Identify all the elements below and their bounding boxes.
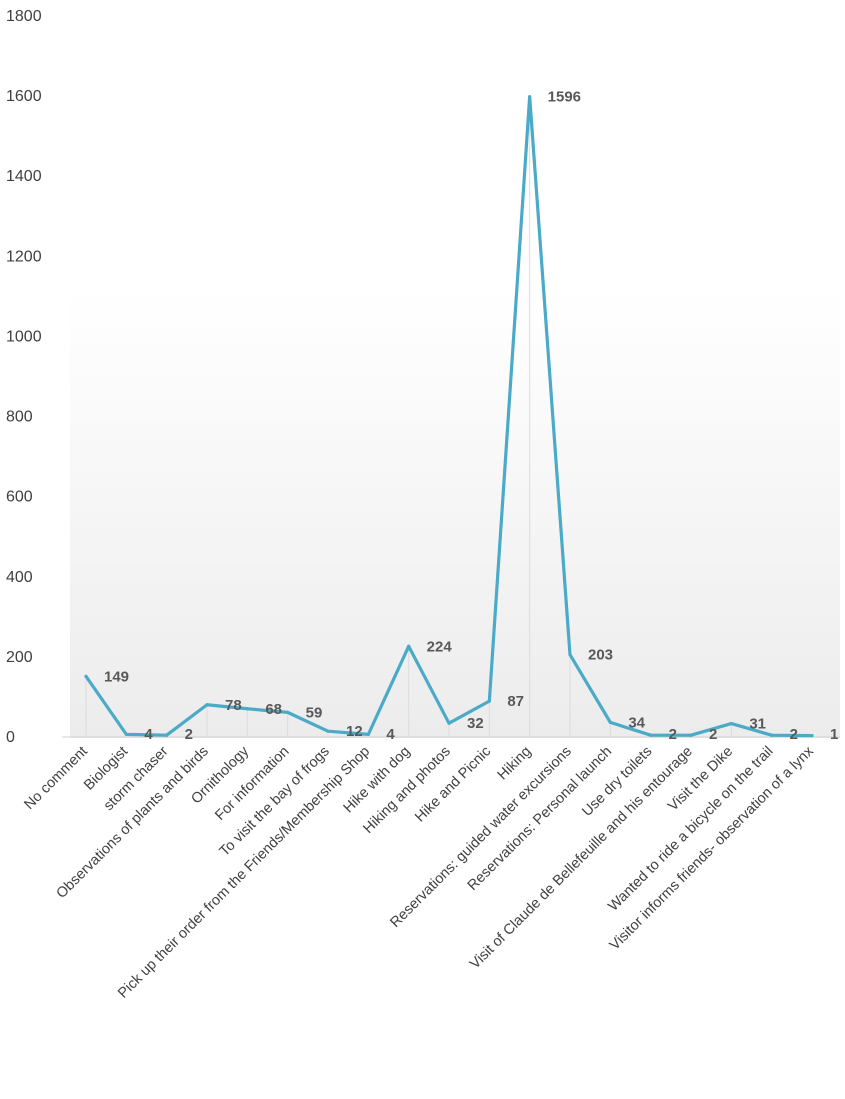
- data-label: 2: [185, 726, 193, 743]
- y-tick-label: 1600: [6, 88, 42, 105]
- data-label: 32: [467, 715, 484, 732]
- y-tick-label: 1200: [6, 248, 42, 265]
- data-points: [84, 95, 814, 738]
- data-label: 31: [749, 716, 766, 733]
- data-label: 224: [427, 638, 453, 655]
- data-point: [528, 95, 532, 99]
- y-tick-label: 600: [6, 489, 33, 506]
- x-tick-label: Use dry toilets: [579, 744, 655, 820]
- data-label: 1596: [548, 89, 581, 106]
- data-label: 203: [588, 647, 613, 664]
- data-label: 4: [144, 726, 153, 743]
- y-tick-label: 400: [6, 569, 33, 586]
- data-point: [689, 733, 693, 737]
- y-axis: 0 200 400 600 800 1000 1200 1400 1600 1800: [6, 8, 42, 746]
- data-label: 59: [306, 704, 323, 721]
- plot-area-background: [70, 290, 840, 738]
- data-point: [205, 703, 209, 707]
- data-point: [649, 733, 653, 737]
- data-point: [84, 674, 88, 678]
- data-point: [729, 721, 733, 726]
- y-tick-label: 1800: [6, 8, 42, 25]
- data-label: 78: [225, 697, 242, 714]
- data-label: 68: [265, 701, 282, 718]
- data-label: 4: [386, 726, 395, 743]
- data-point: [407, 644, 411, 648]
- data-label: 87: [507, 693, 524, 710]
- y-tick-label: 1400: [6, 168, 42, 185]
- data-label: 12: [346, 723, 363, 740]
- data-point: [124, 732, 128, 736]
- data-point: [608, 720, 612, 724]
- data-labels: 149 4 2 78 68 59 12 4 224 32 87 1596 203 34 2 2 31 2 1: [104, 89, 838, 743]
- y-tick-label: 0: [6, 729, 15, 746]
- y-tick-label: 800: [6, 409, 33, 426]
- category-gridlines: [85, 96, 813, 736]
- data-point: [447, 721, 451, 725]
- x-tick-label: Hike and Picnic: [412, 744, 494, 826]
- data-label: 34: [628, 714, 645, 731]
- data-label: 2: [790, 726, 798, 743]
- data-point: [810, 733, 814, 738]
- data-point: [286, 710, 290, 714]
- data-point: [770, 733, 774, 737]
- data-point: [245, 707, 249, 711]
- data-label: 149: [104, 668, 129, 685]
- data-label: 2: [709, 726, 717, 743]
- data-point: [326, 729, 330, 733]
- data-point: [366, 732, 370, 736]
- y-tick-label: 1000: [6, 328, 42, 345]
- x-tick-label: No comment: [21, 744, 90, 813]
- data-label: 1: [830, 726, 838, 743]
- data-point: [165, 733, 169, 737]
- data-label: 2: [669, 726, 677, 743]
- y-tick-label: 200: [6, 649, 33, 666]
- data-point: [568, 653, 572, 657]
- data-point: [487, 699, 491, 703]
